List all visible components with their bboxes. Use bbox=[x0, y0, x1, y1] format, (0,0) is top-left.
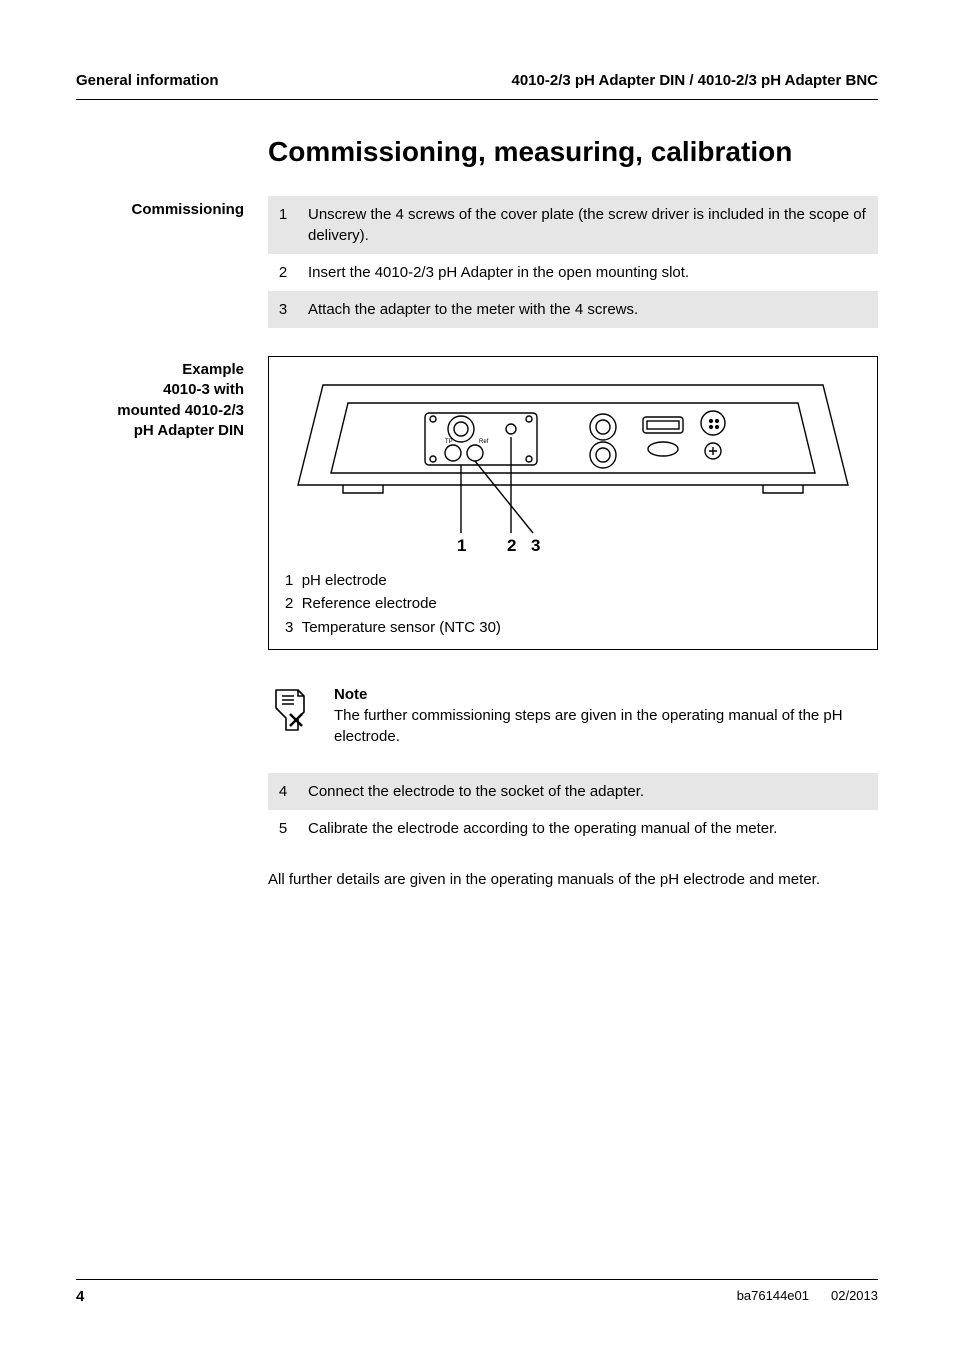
note-block: Note The further commissioning steps are… bbox=[268, 684, 878, 747]
table-row: 4 Connect the electrode to the socket of… bbox=[268, 773, 878, 810]
step-text: Insert the 4010-2/3 pH Adapter in the op… bbox=[298, 254, 878, 291]
callout-3: 3 bbox=[531, 536, 540, 555]
page-number: 4 bbox=[76, 1288, 84, 1305]
example-label: Example 4010-3 with mounted 4010-2/3 pH … bbox=[76, 356, 268, 650]
step-number: 5 bbox=[268, 810, 298, 847]
device-diagram: TP Ref bbox=[293, 373, 853, 563]
step-number: 2 bbox=[268, 254, 298, 291]
commissioning-label: Commissioning bbox=[76, 196, 268, 328]
page-header: General information 4010-2/3 pH Adapter … bbox=[76, 72, 878, 100]
callout-1: 1 bbox=[457, 536, 466, 555]
section-title: Commissioning, measuring, calibration bbox=[268, 136, 878, 168]
example-label-line: pH Adapter DIN bbox=[76, 421, 244, 441]
note-text: Note The further commissioning steps are… bbox=[334, 684, 878, 747]
closing-paragraph: All further details are given in the ope… bbox=[268, 869, 878, 891]
step-text: Connect the electrode to the socket of t… bbox=[298, 773, 878, 810]
callout-2: 2 bbox=[507, 536, 516, 555]
footer-right: ba76144e01 02/2013 bbox=[737, 1288, 878, 1305]
note-heading: Note bbox=[334, 684, 878, 705]
header-right: 4010-2/3 pH Adapter DIN / 4010-2/3 pH Ad… bbox=[512, 72, 879, 89]
doc-id: ba76144e01 bbox=[737, 1288, 809, 1305]
commissioning-block: Commissioning 1 Unscrew the 4 screws of … bbox=[76, 196, 878, 328]
legend-item: 1 pH electrode bbox=[285, 569, 861, 592]
example-label-line: Example bbox=[76, 360, 244, 380]
step-number: 3 bbox=[268, 291, 298, 328]
example-label-line: 4010-3 with bbox=[76, 380, 244, 400]
header-left: General information bbox=[76, 72, 219, 89]
note-body: The further commissioning steps are give… bbox=[334, 705, 878, 747]
doc-date: 02/2013 bbox=[831, 1288, 878, 1305]
legend-item: 3 Temperature sensor (NTC 30) bbox=[285, 616, 861, 639]
svg-text:Ref: Ref bbox=[479, 439, 489, 445]
table-row: 5 Calibrate the electrode according to t… bbox=[268, 810, 878, 847]
commissioning-table: 1 Unscrew the 4 screws of the cover plat… bbox=[268, 196, 878, 328]
table-row: 3 Attach the adapter to the meter with t… bbox=[268, 291, 878, 328]
steps2-block: 4 Connect the electrode to the socket of… bbox=[76, 773, 878, 847]
legend-item: 2 Reference electrode bbox=[285, 592, 861, 615]
step-text: Calibrate the electrode according to the… bbox=[298, 810, 878, 847]
step-number: 4 bbox=[268, 773, 298, 810]
step-number: 1 bbox=[268, 196, 298, 254]
table-row: 2 Insert the 4010-2/3 pH Adapter in the … bbox=[268, 254, 878, 291]
step-text: Attach the adapter to the meter with the… bbox=[298, 291, 878, 328]
diagram-container: TP Ref bbox=[268, 356, 878, 650]
svg-text:TP: TP bbox=[445, 439, 453, 445]
steps2-table: 4 Connect the electrode to the socket of… bbox=[268, 773, 878, 847]
diagram-legend: 1 pH electrode 2 Reference electrode 3 T… bbox=[285, 569, 861, 639]
example-block: Example 4010-3 with mounted 4010-2/3 pH … bbox=[76, 356, 878, 650]
commissioning-steps: 1 Unscrew the 4 screws of the cover plat… bbox=[268, 196, 878, 328]
example-label-line: mounted 4010-2/3 bbox=[76, 401, 244, 421]
note-icon bbox=[268, 684, 316, 736]
page-footer: 4 ba76144e01 02/2013 bbox=[76, 1279, 878, 1305]
step-text: Unscrew the 4 screws of the cover plate … bbox=[298, 196, 878, 254]
table-row: 1 Unscrew the 4 screws of the cover plat… bbox=[268, 196, 878, 254]
